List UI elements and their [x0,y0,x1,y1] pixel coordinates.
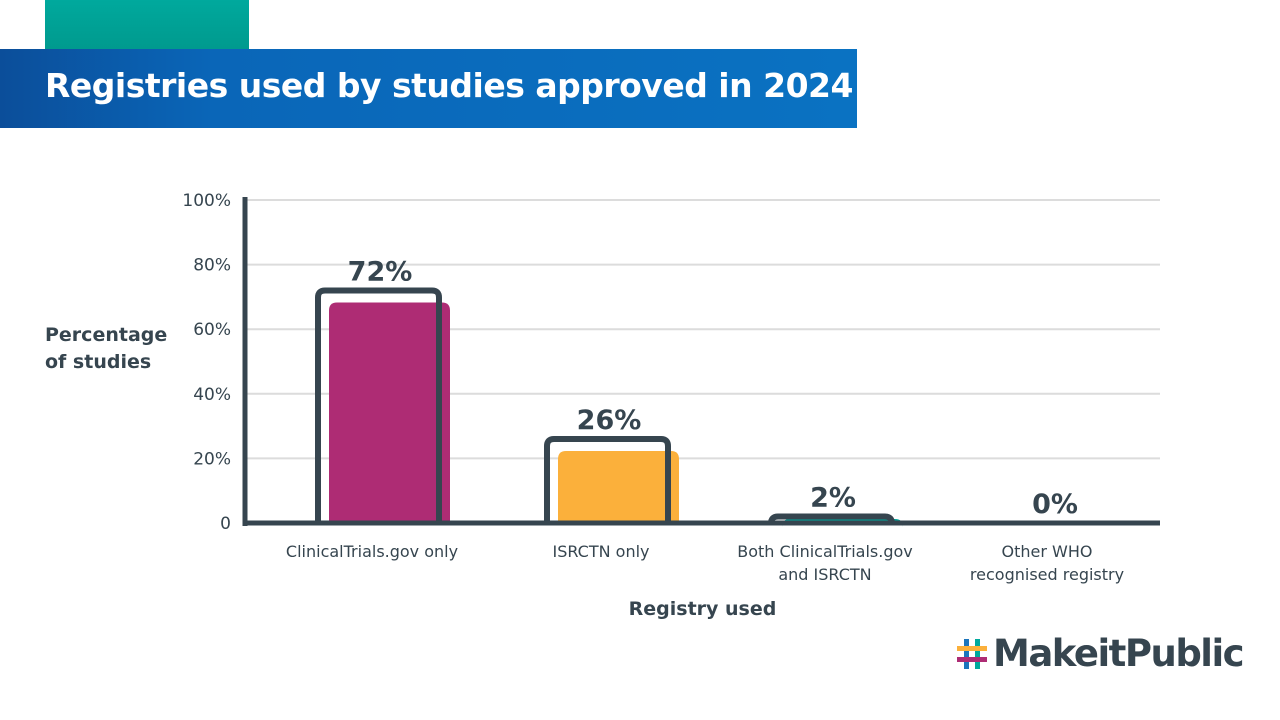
bar-outline [544,436,671,523]
chart-title: Registries used by studies approved in 2… [45,66,853,105]
y-axis-label-line: of studies [45,351,152,373]
y-tick-label: 0 [220,514,231,534]
title-banner [0,49,857,128]
hashtag-logo-icon [957,638,987,669]
y-tick-label: 100% [182,191,231,211]
teal-accent-block [45,0,249,49]
x-tick-label: recognised registry [970,565,1124,584]
y-tick-label: 80% [193,256,231,276]
data-label: 0% [1032,489,1078,520]
data-label: 26% [577,405,642,436]
y-axis-label: Percentage of studies [45,322,185,376]
x-tick-label: ISRCTN only [552,542,649,561]
x-tick-label: ClinicalTrials.gov only [286,542,458,561]
y-axis-label-line: Percentage [45,324,168,346]
x-axis-label: Registry used [628,598,777,620]
y-tick-label: 20% [193,449,231,469]
y-tick-label: 60% [193,320,231,340]
data-label: 72% [348,256,413,287]
x-tick-label: Other WHO [1002,542,1093,561]
logo-text: MakeitPublic [993,632,1245,675]
x-tick-label: and ISRCTN [778,565,871,584]
y-tick-label: 40% [193,385,231,405]
bar [558,451,679,523]
data-label: 2% [810,483,856,514]
x-tick-label: Both ClinicalTrials.gov [737,542,913,561]
bar-outline [315,287,442,523]
makeitpublic-logo: MakeitPublic [955,632,1245,675]
bar [329,302,450,523]
